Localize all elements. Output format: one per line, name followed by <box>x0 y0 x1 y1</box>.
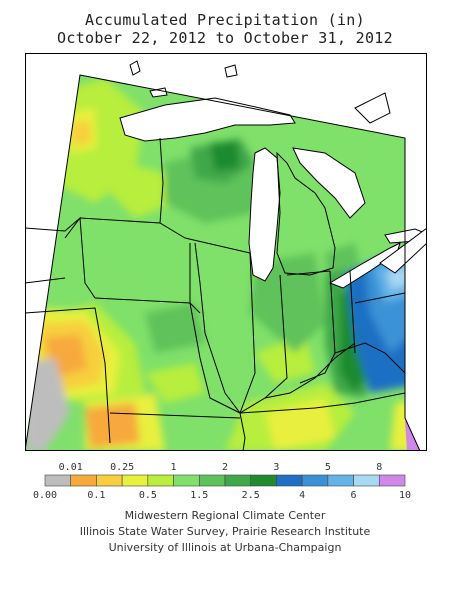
map-title: Accumulated Precipitation (in) <box>85 11 365 29</box>
border-ne-ks <box>25 277 66 284</box>
border-wv-va <box>334 342 406 374</box>
precip-zone-1.5-2 <box>145 303 205 353</box>
map-subtitle: October 22, 2012 to October 31, 2012 <box>57 29 393 47</box>
legend-swatch <box>44 474 72 487</box>
map-frame <box>25 53 427 451</box>
precip-zone-2.5-3 <box>210 141 240 171</box>
ohio-river <box>239 342 356 414</box>
precip-zone-6-8 <box>387 267 408 289</box>
precip-zone-0.25-0.5 <box>265 398 335 451</box>
border-wi-il <box>184 237 251 254</box>
legend: 0.01 0.25 1 2 3 5 8 0.00 0.1 0.5 1.5 2.5 4 6 10 <box>33 462 411 501</box>
legend-bottom-label: 0.00 <box>33 490 57 501</box>
legend-bottom-labels: 0.00 0.1 0.5 1.5 2.5 4 6 10 <box>33 490 411 501</box>
legend-top-label: 2 <box>222 462 228 473</box>
legend-top-label: 0.25 <box>110 462 134 473</box>
legend-swatch <box>353 474 380 487</box>
legend-top-labels: 0.01 0.25 1 2 3 5 8 <box>59 462 383 473</box>
legend-top-label: 5 <box>325 462 331 473</box>
legend-bottom-label: 10 <box>399 490 411 501</box>
legend-bottom-label: 0.5 <box>139 490 157 501</box>
border-ia-west <box>64 216 96 299</box>
border-pa-md <box>354 292 406 304</box>
precip-zone-0.5-1 <box>110 163 175 218</box>
lake-superior <box>119 97 296 142</box>
precip-zone-1.5-2 <box>250 253 325 353</box>
border-ks-mo <box>25 307 111 444</box>
legend-bottom-label: 2.5 <box>242 490 260 501</box>
credit-line-2: Illinois State Water Survey, Prairie Res… <box>79 525 371 538</box>
legend-swatch <box>250 474 277 487</box>
legend-bottom-label: 0.1 <box>87 490 105 501</box>
legend-bottom-label: 4 <box>299 490 305 501</box>
michigan-outline <box>276 151 336 276</box>
border-mi-oh <box>286 270 331 276</box>
lake-huron <box>292 147 366 219</box>
border-ar-mo <box>109 412 241 419</box>
legend-top-label: 3 <box>273 462 279 473</box>
legend-swatch <box>224 474 252 487</box>
upstate-blank <box>379 227 427 274</box>
legend-swatch <box>276 474 303 487</box>
legend-swatch <box>121 474 149 487</box>
lake-nipigon-area <box>354 92 391 124</box>
isle-royale <box>149 87 168 98</box>
island <box>129 60 141 76</box>
legend-swatch <box>378 474 406 487</box>
mississippi-river <box>194 242 246 451</box>
legend-top-label: 1 <box>171 462 177 473</box>
border-mn-wi <box>159 137 164 224</box>
precip-zone-0.1-0.25 <box>70 121 91 145</box>
credit-line-3: University of Illinois at Urbana-Champai… <box>108 541 342 554</box>
legend-swatch <box>327 474 354 487</box>
domain-outline <box>25 74 421 451</box>
precipitation-map <box>25 53 427 451</box>
credit-line-1: Midwestern Regional Climate Center <box>124 509 326 522</box>
legend-swatch <box>70 474 97 487</box>
precip-zone-0.5-1 <box>145 363 205 403</box>
border-il-west <box>189 243 241 414</box>
border-il-in <box>239 252 256 414</box>
legend-top-label: 0.01 <box>59 462 83 473</box>
great-lakes <box>119 92 427 289</box>
legend-swatch <box>96 474 123 487</box>
border-ky-tn <box>239 392 406 414</box>
legend-swatch <box>147 474 174 487</box>
island <box>224 64 238 78</box>
legend-swatch <box>301 474 329 487</box>
border-pa-oh <box>349 270 356 354</box>
legend-swatch <box>198 474 226 487</box>
border-sd-ne <box>25 217 81 232</box>
legend-bottom-label: 1.5 <box>190 490 208 501</box>
precip-zone-0-0.01 <box>25 358 70 451</box>
legend-top-label: 8 <box>376 462 382 473</box>
legend-bottom-label: 6 <box>351 490 357 501</box>
lake-michigan <box>248 147 281 282</box>
legend-swatch <box>173 474 200 487</box>
lake-erie <box>328 242 401 289</box>
border-in-oh <box>264 274 288 399</box>
precip-zone-0.01-0.1 <box>85 403 140 448</box>
legend-color-bar <box>44 474 406 487</box>
